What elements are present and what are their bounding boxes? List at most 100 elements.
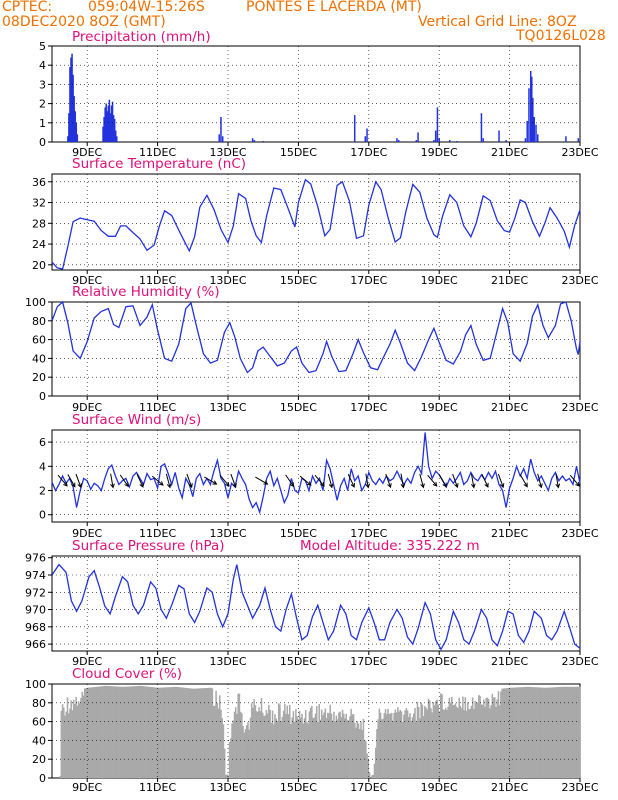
cloud-bar	[382, 718, 384, 778]
x-tick-label: 9DEC	[72, 655, 102, 668]
cloud-bar	[334, 721, 336, 778]
x-tick-label: 23DEC	[561, 527, 598, 540]
precip-bar	[113, 118, 116, 142]
cloud-bar	[92, 687, 95, 778]
x-tick-label: 15DEC	[280, 274, 317, 287]
x-tick-label: 9DEC	[72, 274, 102, 287]
cloud-bar	[125, 686, 128, 778]
cloud-bar	[273, 724, 275, 778]
cloud-bar	[123, 686, 125, 778]
cloud-bar	[261, 712, 264, 778]
cloud-bar	[464, 697, 467, 778]
cloud-bar	[204, 688, 206, 778]
cloud-bar	[180, 687, 183, 778]
cloud-bar	[465, 710, 468, 778]
cloud-bar	[237, 693, 239, 778]
cloud-bar	[506, 688, 508, 778]
cloud-bar	[182, 687, 184, 778]
cloud-bar	[168, 687, 171, 778]
wind-arrow-shaft	[219, 474, 230, 487]
precip-bar	[108, 99, 111, 142]
cloud-bar	[428, 700, 431, 778]
cloud-bar	[277, 703, 280, 778]
cloud-bar	[371, 775, 373, 778]
cloud-bar	[511, 687, 513, 778]
cloud-bar	[480, 704, 483, 778]
cloud-bar	[451, 696, 453, 778]
cloud-bar	[185, 687, 188, 778]
precip-bar	[71, 53, 73, 142]
cloud-bar	[416, 701, 419, 778]
cloud-bar	[331, 720, 334, 778]
wind-arrow-shaft	[327, 473, 333, 488]
x-tick-label: 21DEC	[491, 781, 528, 794]
precip-bar	[114, 130, 117, 142]
cloud-bar	[218, 695, 221, 778]
cloud-bar	[525, 686, 528, 778]
x-tick-label: 11DEC	[139, 655, 176, 668]
precip-bar	[220, 117, 222, 142]
cloud-bar	[98, 686, 101, 778]
x-tick-label: 13DEC	[209, 527, 246, 540]
cloud-bar	[295, 709, 297, 778]
cloud-bar	[413, 713, 415, 778]
wind-arrow-head	[63, 481, 68, 487]
precip-bar	[535, 124, 537, 142]
cloud-bar	[163, 687, 166, 778]
cloud-bar	[215, 690, 217, 778]
cloud-bar	[279, 704, 281, 778]
cloud-bar	[502, 688, 505, 778]
cloud-bar	[70, 700, 72, 778]
cloud-bar	[323, 712, 325, 778]
wind-arrow-head	[289, 482, 295, 488]
cloud-bar	[471, 697, 474, 778]
cloud-bar	[226, 774, 228, 778]
cloud-bar	[500, 691, 502, 778]
cloud-bar	[87, 687, 90, 778]
cloud-bar	[298, 710, 301, 778]
cloud-bar	[63, 707, 65, 778]
cloud-bar	[115, 686, 118, 778]
y-tick-label: 5	[39, 40, 46, 53]
cloud-bar	[320, 709, 323, 778]
wind-arrow-head	[387, 483, 392, 489]
wind-arrow-head	[350, 482, 355, 488]
cloud-bar	[233, 711, 236, 778]
cloud-bar	[481, 704, 484, 778]
x-tick-label: 9DEC	[72, 527, 102, 540]
wind-arrow	[204, 476, 218, 485]
y-tick-label: 20	[32, 753, 46, 766]
model-altitude: Model Altitude: 335.222 m	[300, 538, 480, 554]
cloud-bar	[80, 697, 82, 778]
wind-arrow-shaft	[470, 473, 475, 488]
cloud-bar	[403, 714, 405, 778]
cloud-bar	[75, 696, 77, 778]
cloud-bar	[81, 691, 83, 778]
precip-bar	[528, 88, 530, 142]
cloud-bar	[522, 687, 524, 778]
cloud-bar	[330, 713, 333, 778]
cloud-bar	[501, 688, 503, 778]
cloud-bar	[97, 686, 99, 778]
y-tick-label: 3	[39, 78, 46, 91]
cloud-bar	[340, 717, 343, 778]
cloud-bar	[292, 711, 295, 778]
y-tick-label: 0	[39, 136, 46, 149]
wind-arrow-head	[484, 482, 489, 488]
cloud-bar	[378, 708, 381, 778]
cloud-bar	[177, 687, 179, 778]
precip-bar	[415, 140, 418, 142]
wind-arrow	[497, 473, 505, 489]
cloud-bar	[120, 686, 123, 778]
cloud-bar	[470, 705, 473, 778]
precip-bar	[396, 138, 398, 142]
x-tick-label: 15DEC	[280, 781, 317, 794]
wind-arrow	[110, 473, 115, 489]
cloud-bar	[133, 686, 135, 778]
precip-bar	[102, 126, 104, 142]
cloud-bar	[458, 697, 460, 778]
precip-bar	[480, 113, 483, 142]
y-tick-label: 40	[32, 352, 46, 365]
cloud-bar	[384, 709, 387, 778]
